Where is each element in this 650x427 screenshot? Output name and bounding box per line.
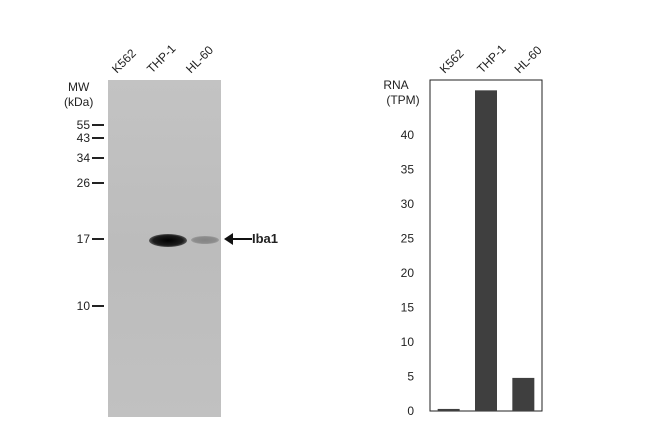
bar-k562 bbox=[437, 408, 460, 411]
band-hl60 bbox=[191, 236, 219, 244]
marker-17: 17 bbox=[62, 232, 104, 246]
marker-26: 26 bbox=[62, 176, 104, 190]
bar-thp1 bbox=[475, 90, 497, 411]
marker-10: 10 bbox=[62, 299, 104, 313]
marker-label: 43 bbox=[76, 131, 90, 145]
marker-label: 34 bbox=[76, 151, 90, 165]
y-axis-label-line1: RNA bbox=[383, 78, 408, 92]
arrow-left-icon bbox=[224, 233, 252, 245]
marker-label: 10 bbox=[76, 299, 90, 313]
band-thp1 bbox=[149, 234, 187, 247]
y-tick-label: 35 bbox=[401, 163, 415, 177]
marker-tick bbox=[92, 124, 104, 126]
target-protein-label: Iba1 bbox=[252, 231, 279, 246]
category-label: HL-60 bbox=[512, 43, 545, 76]
x-axis-categories: K562 THP-1 HL-60 bbox=[437, 41, 545, 76]
y-axis: 0 5 10 15 20 25 30 35 40 bbox=[401, 128, 415, 418]
blot-membrane bbox=[108, 80, 221, 417]
marker-34: 34 bbox=[62, 151, 104, 165]
marker-tick bbox=[92, 182, 104, 184]
western-blot-panel: K562 THP-1 HL-60 MW (kDa) 55 43 34 26 17… bbox=[62, 41, 279, 417]
category-label: THP-1 bbox=[474, 41, 509, 76]
y-tick-label: 20 bbox=[401, 266, 415, 280]
marker-43: 43 bbox=[62, 131, 104, 145]
marker-tick bbox=[92, 238, 104, 240]
lane-label-thp1: THP-1 bbox=[144, 41, 179, 76]
y-tick-label: 0 bbox=[407, 404, 414, 418]
category-label: K562 bbox=[437, 46, 467, 76]
marker-tick bbox=[92, 157, 104, 159]
y-tick-label: 15 bbox=[401, 301, 415, 315]
marker-tick bbox=[92, 137, 104, 139]
lane-label-hl60: HL-60 bbox=[183, 42, 217, 76]
y-tick-label: 30 bbox=[401, 197, 415, 211]
y-tick-label: 10 bbox=[401, 335, 415, 349]
mw-header: MW (kDa) bbox=[64, 80, 93, 110]
marker-tick bbox=[92, 305, 104, 307]
y-tick-label: 25 bbox=[401, 232, 415, 246]
rna-bar-chart: RNA (TPM) 0 5 10 15 20 25 30 35 40 K562 THP-1 HL-6… bbox=[383, 41, 545, 418]
y-axis-label-line2: (TPM) bbox=[386, 93, 419, 107]
marker-label: 55 bbox=[76, 118, 90, 132]
bar-hl60 bbox=[512, 377, 535, 411]
marker-55: 55 bbox=[62, 118, 104, 132]
y-tick-label: 5 bbox=[407, 370, 414, 384]
kda-label: (kDa) bbox=[64, 95, 94, 109]
bars bbox=[437, 90, 535, 411]
y-tick-label: 40 bbox=[401, 128, 415, 142]
rna-chart-panel: RNA (TPM) 0 5 10 15 20 25 30 35 40 K562 THP-1 HL-6… bbox=[330, 0, 650, 422]
marker-label: 26 bbox=[76, 176, 90, 190]
marker-label: 17 bbox=[76, 232, 90, 246]
mw-label: MW bbox=[68, 80, 90, 94]
lane-label-k562: K562 bbox=[109, 46, 139, 76]
